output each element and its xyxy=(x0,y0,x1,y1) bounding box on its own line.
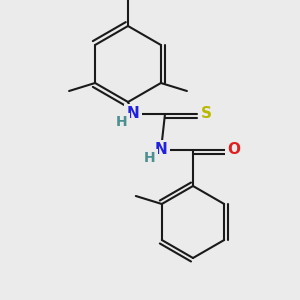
Text: N: N xyxy=(154,142,167,158)
Text: H: H xyxy=(116,115,128,129)
Text: H: H xyxy=(144,151,156,165)
Text: S: S xyxy=(200,106,211,122)
Text: N: N xyxy=(127,106,140,122)
Text: O: O xyxy=(227,142,241,158)
